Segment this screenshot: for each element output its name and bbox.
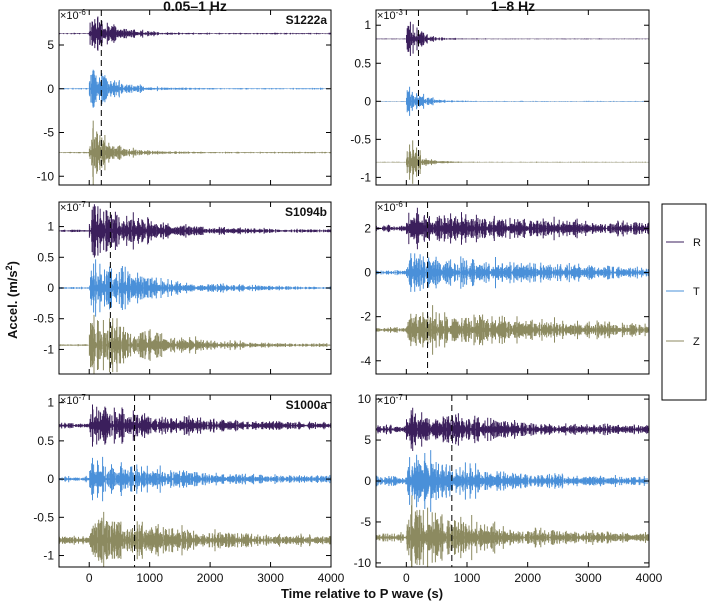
- panel-S1094b-low: -1 -0.5 0 0.5 1 ×10-7 S1094b: [33, 200, 332, 375]
- xtick-label: 0: [403, 571, 410, 585]
- event-label: S1000a: [286, 398, 328, 412]
- ytick-label: 0: [364, 94, 371, 108]
- series-Z: [376, 140, 649, 184]
- xtick-label: 1000: [136, 571, 163, 585]
- scale-factor: ×10-7: [377, 393, 403, 408]
- ytick-label: -1: [43, 342, 54, 356]
- series-Z: [59, 511, 331, 567]
- series-Z: [376, 495, 649, 567]
- event-label: S1222a: [286, 13, 328, 27]
- xtick-label: 3000: [575, 571, 602, 585]
- series-R: [376, 207, 649, 250]
- xtick-label: 0: [86, 571, 93, 585]
- ytick-label: -5: [360, 515, 371, 529]
- axes-frame: [58, 9, 332, 186]
- scale-factor: ×10-3: [377, 8, 403, 23]
- legend-box: [661, 203, 707, 401]
- xtick-label: 2000: [514, 571, 541, 585]
- ytick-label: -1: [360, 170, 371, 184]
- ytick-label: -10: [354, 556, 372, 570]
- ytick-label: 1: [47, 396, 54, 410]
- ytick-label: 5: [47, 38, 54, 52]
- ytick-label: 0.5: [354, 56, 371, 70]
- xtick-label: 2000: [197, 571, 224, 585]
- ytick-label: -0.5: [350, 132, 371, 146]
- col-title-left: 0.05–1 Hz: [163, 0, 227, 14]
- series-R: [376, 407, 649, 451]
- ytick-label: 2: [364, 221, 371, 235]
- panel-S1222a-low: -10 -5 0 5 ×10-6 S1222a: [37, 8, 332, 186]
- xtick-label: 4000: [636, 571, 663, 585]
- series-R: [59, 16, 331, 51]
- ytick-label: 0.5: [37, 434, 54, 448]
- panel-S1094b-high: -4 -2 0 2 ×10-6: [360, 200, 650, 375]
- ytick-label: 1: [364, 18, 371, 32]
- ytick-label: -2: [360, 310, 371, 324]
- series-T: [376, 86, 649, 116]
- series-R: [59, 204, 331, 258]
- legend: R T Z: [661, 203, 707, 401]
- series-Z: [59, 120, 331, 185]
- ytick-label: -0.5: [33, 510, 54, 524]
- ytick-label: 0: [47, 281, 54, 295]
- legend-label-T: T: [693, 286, 700, 298]
- series-Z: [59, 314, 331, 374]
- axes-frame: [375, 9, 650, 186]
- series-T: [59, 69, 331, 108]
- ytick-label: 0: [364, 266, 371, 280]
- panels: -10-505×10-6S1222a-1-0.500.51×10-3-1-0.5…: [33, 8, 662, 586]
- series-T: [59, 456, 331, 502]
- series-T: [376, 450, 649, 512]
- ytick-label: -0.5: [33, 312, 54, 326]
- series-T: [59, 259, 331, 317]
- panel-S1000a-high: -10 -5 0 5 10 0 1000 2000 3000 4000 ×10-7: [354, 392, 663, 585]
- legend-label-Z: Z: [693, 336, 700, 348]
- ytick-label: 0.5: [37, 250, 54, 264]
- y-axis-label: Accel. (m/s2): [4, 261, 20, 339]
- scale-factor: ×10-6: [60, 8, 86, 23]
- panel-S1000a-low: -1 -0.5 0 0.5 1 0 1000 2000 3000 4000 ×10-7 S1000a: [33, 393, 344, 586]
- series-Z: [376, 305, 649, 355]
- scale-factor: ×10-7: [60, 393, 86, 408]
- xtick-label: 3000: [257, 571, 284, 585]
- col-title-right: 1–8 Hz: [491, 0, 535, 14]
- panel-S1222a-high: -1 -0.5 0 0.5 1 ×10-3: [350, 8, 650, 186]
- xtick-label: 1000: [454, 571, 481, 585]
- ytick-label: 0: [47, 82, 54, 96]
- ytick-label: 0: [47, 472, 54, 486]
- ytick-label: -10: [37, 169, 55, 183]
- scale-factor: ×10-6: [377, 200, 403, 215]
- ytick-label: 0: [364, 474, 371, 488]
- ytick-label: 1: [47, 220, 54, 234]
- scale-factor: ×10-7: [60, 200, 86, 215]
- axes-frame: [58, 394, 332, 568]
- ytick-label: 5: [364, 433, 371, 447]
- event-label: S1094b: [285, 205, 327, 219]
- series-T: [376, 253, 649, 292]
- ytick-label: -1: [43, 549, 54, 563]
- ytick-label: -5: [43, 126, 54, 140]
- ytick-label: 10: [358, 392, 372, 406]
- legend-label-R: R: [693, 237, 701, 249]
- series-R: [376, 21, 649, 56]
- series-R: [59, 404, 331, 447]
- xtick-label: 4000: [318, 571, 345, 585]
- ytick-label: -4: [360, 354, 371, 368]
- axes-frame: [375, 201, 650, 375]
- x-axis-label: Time relative to P wave (s): [281, 586, 443, 601]
